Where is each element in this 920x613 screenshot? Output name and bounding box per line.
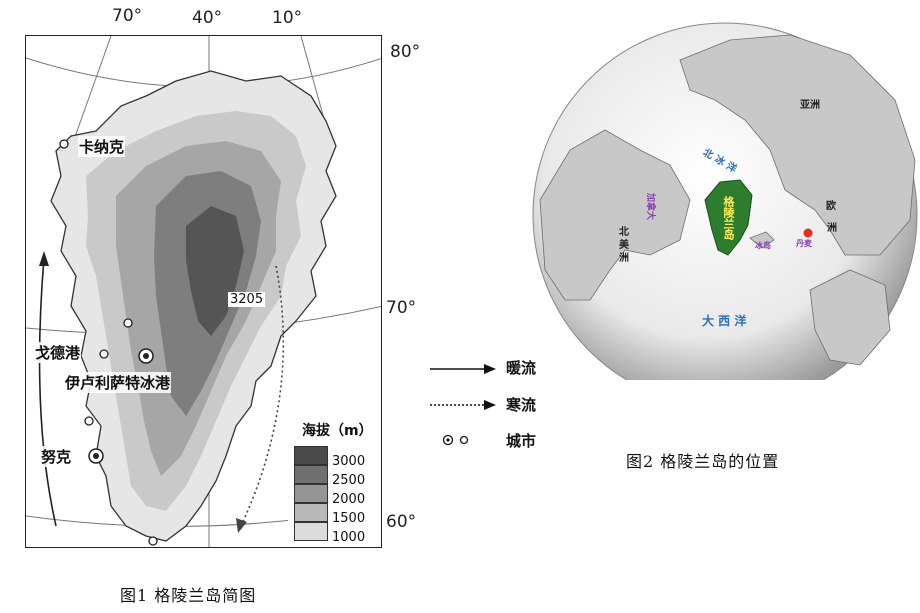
city-label-godthab: 戈德港 [34, 342, 82, 363]
kanak-city-marker [59, 139, 69, 149]
key-label-cold-current: 寒流 [506, 396, 537, 414]
latitude-label-80: 80° [390, 42, 421, 62]
warm-current-key-arrow [484, 364, 496, 374]
africa-landmass [809, 269, 891, 366]
legend-swatch-2500 [294, 465, 328, 484]
city-label-kanak: 卡纳克 [78, 136, 126, 157]
ilulissat-city-dot [143, 353, 149, 359]
southern-town-marker [148, 536, 158, 546]
key-label-warm-current: 暖流 [506, 359, 537, 377]
label-greenland: 格陵兰岛 [722, 196, 735, 240]
figure1-caption: 图1 格陵兰岛简图 [120, 586, 257, 605]
warm-current-arrow [38, 257, 57, 527]
greenland-map: 卡纳克 戈德港 伊卢利萨特冰港 努克 3205 海拔（m） 3000 2500 … [25, 35, 382, 548]
label-europe-1: 欧 [826, 201, 836, 212]
label-denmark: 丹麦 [796, 239, 812, 248]
north-america-landmass [539, 129, 691, 301]
figure1: 70° 40° 10° 80° 70° 60° [0, 0, 420, 613]
latitude-label-70: 70° [386, 298, 417, 318]
legend-swatch-1500 [294, 503, 328, 522]
legend-value-2000: 2000 [332, 492, 366, 507]
label-iceland: 冰岛 [755, 241, 771, 250]
label-europe-2: 洲 [827, 223, 837, 234]
key-label-city: 城市 [506, 432, 537, 450]
peak-elevation-label: 3205 [228, 292, 266, 307]
legend-value-2500: 2500 [332, 473, 366, 488]
cold-current-arrow [240, 265, 285, 527]
iceland-landmass [749, 231, 775, 249]
legend-value-1500: 1500 [332, 511, 366, 526]
legend-swatch-2000 [294, 484, 328, 503]
longitude-label-40: 40° [192, 8, 223, 28]
map-key-svg [430, 364, 496, 446]
legend-swatch-1000 [294, 522, 328, 541]
legend-value-3000: 3000 [332, 454, 366, 469]
major-city-key-dot [446, 438, 450, 442]
cold-current-arrowhead [236, 518, 247, 533]
figure2-caption: 图2 格陵兰岛的位置 [626, 452, 780, 471]
label-canada: 加拿大 [645, 192, 656, 221]
longitude-label-10: 10° [272, 8, 303, 28]
label-north-america-1: 北 [619, 227, 629, 238]
meridian-line-10 [300, 36, 327, 127]
label-atlantic-ocean: 大 西 洋 [702, 314, 747, 328]
globe-svg [532, 22, 918, 380]
legend-swatch-3000 [294, 446, 328, 465]
coastal-town-marker [84, 416, 94, 426]
map-key: 暖流 寒流 城市 [428, 355, 558, 465]
label-north-america-3: 洲 [619, 253, 629, 264]
latitude-label-60: 60° [386, 512, 417, 532]
denmark-marker [803, 228, 813, 238]
warm-current-arrowhead [39, 251, 49, 266]
legend-value-1000: 1000 [332, 530, 366, 545]
longitude-label-70: 70° [112, 6, 143, 26]
eurasia-landmass [679, 34, 916, 256]
nuuk-city-dot [93, 453, 99, 459]
greenland-landmass [704, 179, 753, 256]
minor-city-key-icon [459, 435, 469, 445]
figure2: 亚洲 欧 洲 北 冰 洋 加拿大 北 美 洲 格陵兰岛 冰岛 丹麦 大 西 洋 … [530, 0, 920, 613]
legend-title: 海拔（m） [302, 423, 373, 439]
cold-current-key-arrow [484, 400, 496, 410]
city-label-nuuk: 努克 [40, 446, 73, 467]
coastal-town-marker [123, 318, 133, 328]
city-label-ilulissat: 伊卢利萨特冰港 [64, 372, 172, 393]
label-north-america-2: 美 [619, 240, 629, 251]
label-asia: 亚洲 [800, 100, 820, 111]
elevation-legend: 海拔（m） 3000 2500 2000 1500 1000 [288, 416, 381, 547]
globe-container: 亚洲 欧 洲 北 冰 洋 加拿大 北 美 洲 格陵兰岛 冰岛 丹麦 大 西 洋 [530, 0, 920, 380]
godthab-city-marker [99, 349, 109, 359]
